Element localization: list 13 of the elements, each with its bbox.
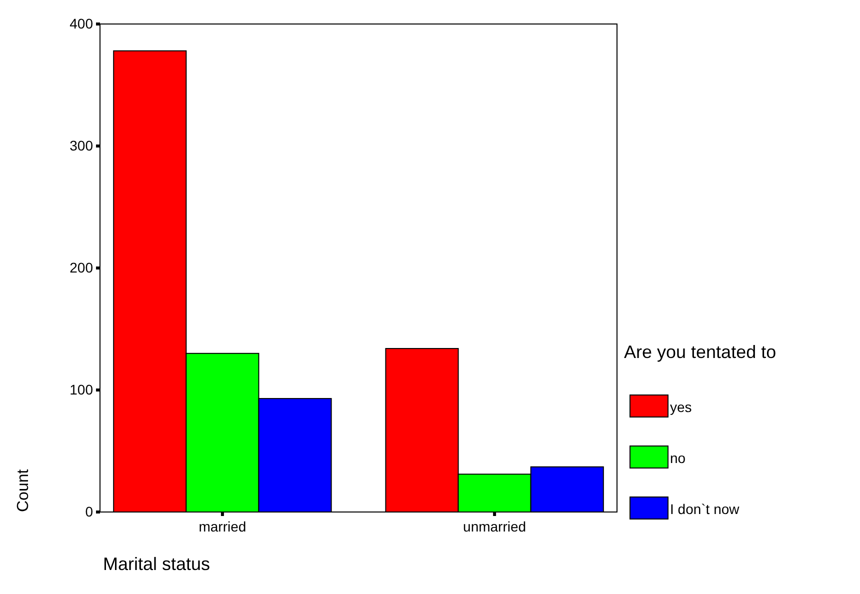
x-tick-label: married	[198, 518, 246, 535]
y-tick-label: 400	[70, 15, 94, 32]
y-tick-label: 300	[70, 137, 94, 154]
y-tick-label: 200	[70, 259, 94, 276]
x-axis-title: Marital status	[103, 554, 210, 574]
legend-label: yes	[670, 399, 692, 415]
y-axis-title: Count	[15, 468, 32, 512]
legend-label: no	[670, 450, 686, 466]
legend-label: I don`t now	[670, 501, 740, 517]
x-tick-label: unmarried	[463, 518, 526, 535]
legend-title: Are you tentated to	[624, 342, 776, 362]
y-tick-label: 100	[70, 381, 94, 398]
y-tick-label: 0	[85, 503, 94, 520]
